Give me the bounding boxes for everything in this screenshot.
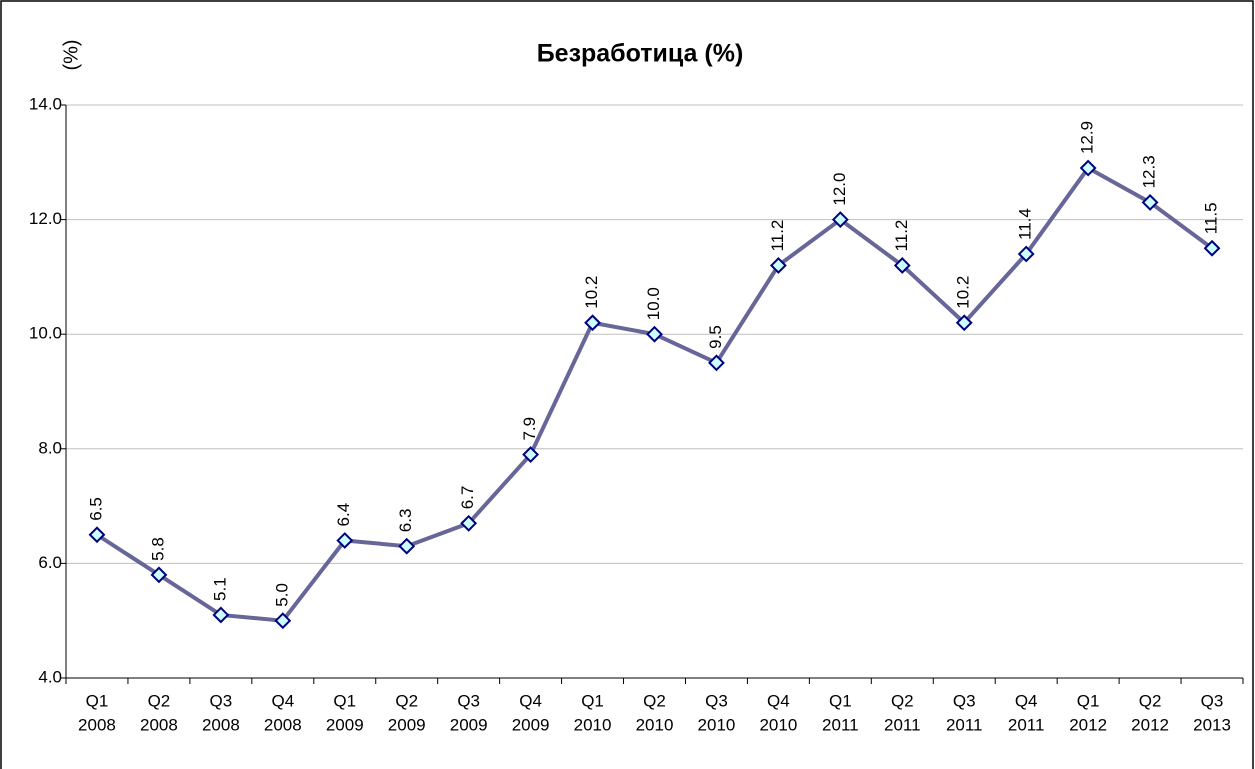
data-label: 5.8 <box>148 537 167 561</box>
marker <box>1203 239 1221 257</box>
y-tick-label: 12.0 <box>29 209 62 228</box>
x-tick-label: 2010 <box>698 715 736 734</box>
y-tick-label: 4.0 <box>38 667 62 686</box>
marker <box>893 257 911 274</box>
marker <box>460 514 478 532</box>
x-tick-label: Q3 <box>705 691 728 710</box>
chart-title: Безработица (%) <box>537 40 744 68</box>
x-tick-label: Q2 <box>148 691 171 710</box>
x-tick-label: Q1 <box>86 691 109 710</box>
marker <box>88 526 106 544</box>
x-tick-label: Q3 <box>953 691 976 710</box>
line <box>95 165 1214 623</box>
data-label: 7.9 <box>520 417 539 441</box>
data-label: 11.4 <box>1016 208 1035 240</box>
marker <box>1017 245 1035 263</box>
x-tick-label: 2008 <box>264 715 302 734</box>
x-tick-label: 2013 <box>1193 715 1231 734</box>
x-tick-label: 2010 <box>759 715 797 734</box>
data-label: 11.2 <box>892 220 911 252</box>
marker <box>955 314 973 332</box>
marker <box>336 532 354 549</box>
y-axis-label: (%) <box>60 39 82 70</box>
x-tick-label: Q1 <box>829 691 852 710</box>
marker <box>274 612 292 630</box>
marker <box>398 537 416 555</box>
x-tick-label: 2012 <box>1131 715 1169 734</box>
marker <box>831 211 849 229</box>
y-tick-label: 6.0 <box>38 553 62 572</box>
data-label: 12.3 <box>1140 155 1159 188</box>
x-tick-label: 2011 <box>884 715 921 734</box>
marker <box>584 314 601 332</box>
x-tick-label: 2009 <box>388 715 426 734</box>
x-tick-label: Q4 <box>271 691 294 710</box>
data-label: 5.1 <box>210 577 229 601</box>
x-tick-label: Q2 <box>891 691 914 710</box>
x-tick-label: Q4 <box>767 691 790 710</box>
data-label: 9.5 <box>706 325 725 349</box>
x-tick-label: 2009 <box>450 715 488 734</box>
x-tick-label: Q4 <box>519 691 542 710</box>
x-tick-label: Q1 <box>333 691 356 710</box>
x-tick-label: 2008 <box>202 715 240 734</box>
x-tick-label: Q1 <box>581 691 604 710</box>
x-tick-label: 2009 <box>512 715 550 734</box>
x-tick-label: 2010 <box>574 715 612 734</box>
y-tick-label: 8.0 <box>38 438 62 457</box>
marker <box>646 325 663 343</box>
x-tick-label: 2008 <box>78 715 116 734</box>
y-tick-label: 10.0 <box>29 324 62 343</box>
x-tick-label: 2010 <box>636 715 674 734</box>
x-tick-label: 2011 <box>946 715 983 734</box>
y-tick-label: 14.0 <box>29 94 62 113</box>
x-tick-label: Q3 <box>457 691 480 710</box>
data-label: 5.0 <box>272 583 291 607</box>
marker <box>769 257 787 274</box>
marker <box>522 446 540 463</box>
data-label: 6.7 <box>458 486 477 510</box>
x-tick-label: Q4 <box>1015 691 1038 710</box>
data-label: 12.9 <box>1078 121 1097 154</box>
data-label: 12.0 <box>830 173 849 206</box>
x-tick-label: 2011 <box>1008 715 1045 734</box>
x-tick-label: 2012 <box>1069 715 1107 734</box>
x-tick-label: Q2 <box>395 691 418 710</box>
x-tick-label: 2011 <box>822 715 859 734</box>
marker <box>708 354 725 372</box>
x-tick-label: 2008 <box>140 715 178 734</box>
marker <box>212 606 230 624</box>
x-tick-label: 2009 <box>326 715 364 734</box>
data-label: 6.4 <box>334 503 353 527</box>
data-label: 11.2 <box>768 220 787 252</box>
data-label: 11.5 <box>1202 202 1221 234</box>
x-tick-label: Q3 <box>1201 691 1224 710</box>
x-tick-label: Q2 <box>1139 691 1162 710</box>
data-label: 6.5 <box>86 497 105 521</box>
x-tick-label: Q3 <box>210 691 233 710</box>
data-label: 6.3 <box>396 509 415 533</box>
data-label: 10.2 <box>954 276 973 309</box>
data-label: 10.2 <box>582 276 601 309</box>
marker <box>150 566 168 584</box>
data-label: 10.0 <box>644 287 663 320</box>
x-tick-label: Q1 <box>1077 691 1100 710</box>
marker <box>1141 193 1159 211</box>
x-tick-label: Q2 <box>643 691 666 710</box>
marker <box>1079 159 1097 177</box>
